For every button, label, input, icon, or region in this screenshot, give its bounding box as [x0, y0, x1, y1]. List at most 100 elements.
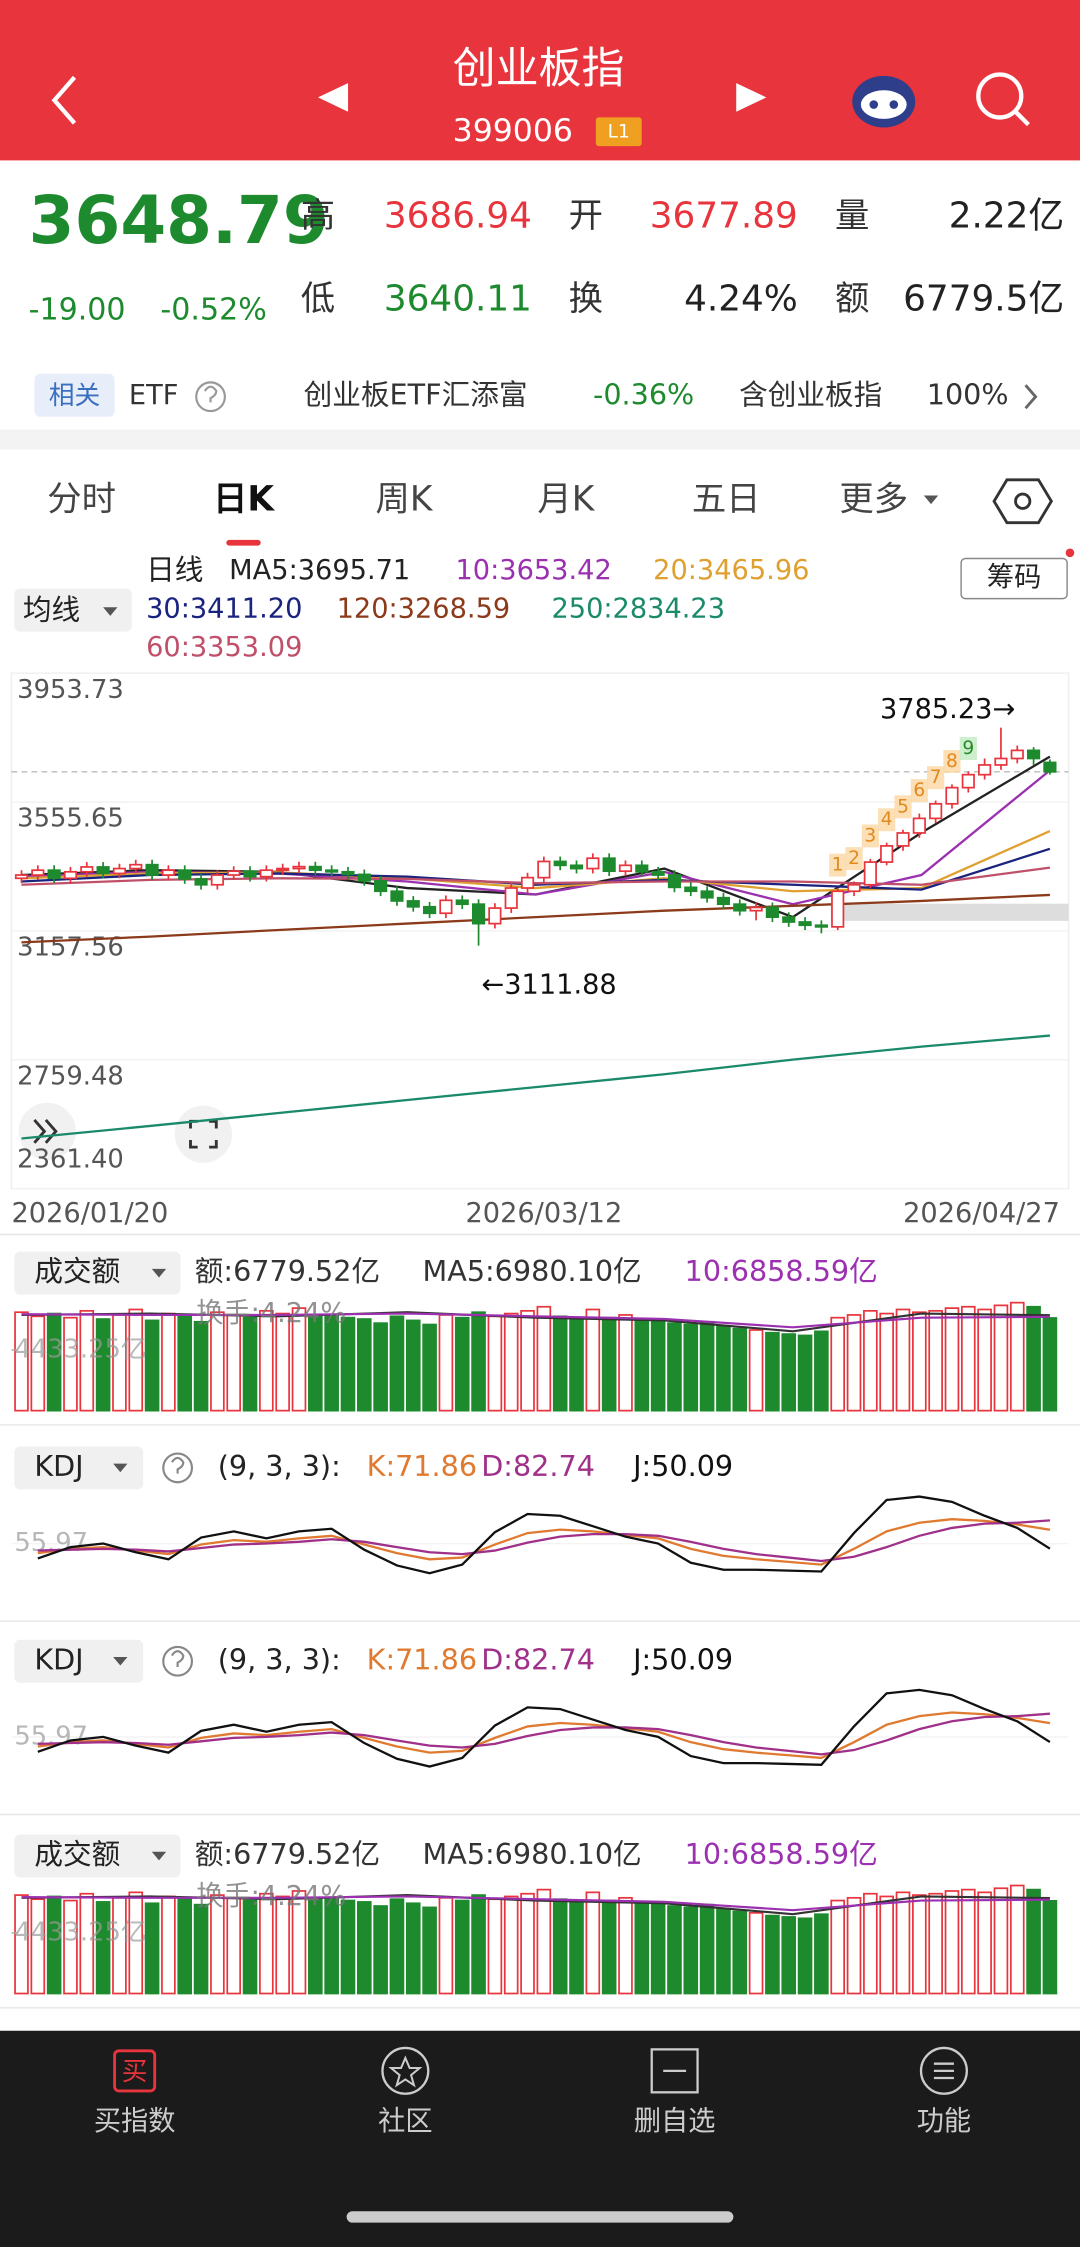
dropdown-arrow: [103, 607, 118, 616]
volume-bar: [846, 1314, 862, 1412]
search-icon[interactable]: [976, 72, 1030, 127]
volume-bar: [912, 1311, 927, 1412]
help-icon[interactable]: [162, 1645, 194, 1677]
volume-bar: [830, 1316, 846, 1412]
volume-bar: [797, 1917, 813, 1995]
low-annotation: ←3111.88: [481, 969, 616, 1000]
volume-bar: [552, 1315, 568, 1412]
candle-body: [488, 907, 502, 925]
vol-ma-line: [21, 1895, 1050, 1912]
fund[interactable]: 创业板ETF汇添富: [304, 378, 528, 412]
prev-button[interactable]: [317, 83, 349, 112]
stat-label: 额: [835, 279, 869, 319]
tab[interactable]: 更多: [839, 480, 908, 520]
chevron[interactable]: [1024, 384, 1038, 410]
candle-body: [1027, 749, 1041, 760]
nav-label[interactable]: 功能: [917, 2106, 971, 2137]
title: 创业板指: [453, 44, 625, 94]
candle-body: [1010, 749, 1024, 760]
volume-bar: [422, 1323, 437, 1412]
help-icon[interactable]: [195, 381, 226, 413]
volume-bar: [63, 1316, 78, 1412]
ma-button[interactable]: 均线: [23, 593, 80, 627]
kdj-button[interactable]: KDJ: [34, 1449, 83, 1483]
back-button[interactable]: [51, 75, 77, 125]
y-tick-label: 2361.40: [17, 1145, 124, 1175]
volume-bar: [912, 1894, 927, 1995]
kdj-button-bg[interactable]: [14, 1446, 144, 1490]
volume-bar: [634, 1318, 650, 1412]
volume-bar: [520, 1309, 535, 1412]
candle-body: [63, 870, 78, 880]
volume-bar: [144, 1319, 160, 1412]
stat-label: 低: [301, 279, 335, 319]
volume-bar: [895, 1308, 911, 1412]
next-button[interactable]: [736, 83, 767, 112]
candle-body: [178, 869, 192, 880]
volume-bar: [226, 1896, 242, 1995]
kdj-legend: K:71.86: [367, 1642, 477, 1676]
vol-button-bg[interactable]: [14, 1834, 181, 1878]
candle-body: [390, 890, 404, 902]
candle-body: [929, 802, 943, 820]
nav-label[interactable]: 买指数: [94, 2106, 176, 2137]
td-label: 9: [962, 738, 974, 759]
nav-label[interactable]: 社区: [378, 2106, 432, 2137]
vol-button[interactable]: 成交额: [34, 1837, 120, 1871]
volume-bar: [846, 1896, 862, 1995]
expand-button[interactable]: [18, 1102, 76, 1161]
candle-body: [945, 786, 959, 805]
candle-body: [651, 870, 665, 876]
settings-icon[interactable]: [992, 478, 1054, 525]
tab[interactable]: 月K: [537, 480, 595, 520]
volume-bar: [944, 1307, 960, 1412]
kdj-button-bg[interactable]: [14, 1639, 144, 1683]
stat-label: 开: [569, 196, 603, 236]
nav-label[interactable]: 删自选: [634, 2106, 716, 2137]
volume-bar: [340, 1316, 356, 1412]
help-icon[interactable]: [162, 1452, 194, 1484]
vol-button-bg[interactable]: [14, 1251, 181, 1295]
volume-bar: [30, 1315, 46, 1412]
tab[interactable]: 五日: [692, 480, 761, 520]
ma-button-bg[interactable]: [14, 588, 132, 632]
candle-body: [602, 857, 616, 873]
volume-bar: [177, 1315, 193, 1412]
volume-bar: [275, 1895, 290, 1995]
fullscreen-button[interactable]: [174, 1105, 233, 1163]
volume-bar: [601, 1316, 617, 1412]
candle-body: [765, 906, 779, 918]
volume-bar: [503, 1895, 519, 1995]
volume-bar: [405, 1902, 421, 1995]
stat-label: 高: [301, 196, 335, 236]
candle-body: [276, 867, 290, 872]
td-label: 8: [946, 751, 958, 772]
volume-bar: [683, 1323, 699, 1412]
kdj-button[interactable]: KDJ: [34, 1642, 83, 1676]
volume-bar: [1026, 1305, 1041, 1412]
assistant-icon[interactable]: [852, 75, 916, 128]
ma-line: [21, 847, 1051, 891]
kdj-legend: D:82.74: [481, 1449, 595, 1483]
volume-bar: [569, 1318, 584, 1412]
level-badge: [595, 117, 642, 147]
td-box: [910, 779, 928, 803]
stat-value: 3640.11: [384, 279, 532, 320]
volume-bar: [438, 1896, 454, 1995]
vol-button[interactable]: 成交额: [34, 1254, 120, 1288]
ma-line: [21, 866, 1051, 886]
volume-bar: [830, 1899, 846, 1995]
volume-bar: [993, 1887, 1009, 1995]
high-annotation: 3785.23→: [880, 694, 1015, 725]
vol-ma-legend: MA5:6980.10亿: [423, 1254, 642, 1288]
td-box: [943, 750, 961, 773]
tab[interactable]: 周K: [375, 480, 433, 520]
chips-button-bg[interactable]: [960, 557, 1068, 600]
volume-bar: [520, 1892, 535, 1995]
tab[interactable]: 分时: [47, 480, 116, 520]
candle-body: [504, 887, 518, 909]
chips-button[interactable]: 筹码: [987, 562, 1041, 593]
tab[interactable]: 日K: [213, 480, 275, 520]
volume-bar: [95, 1318, 111, 1412]
volume-bar: [177, 1898, 193, 1995]
